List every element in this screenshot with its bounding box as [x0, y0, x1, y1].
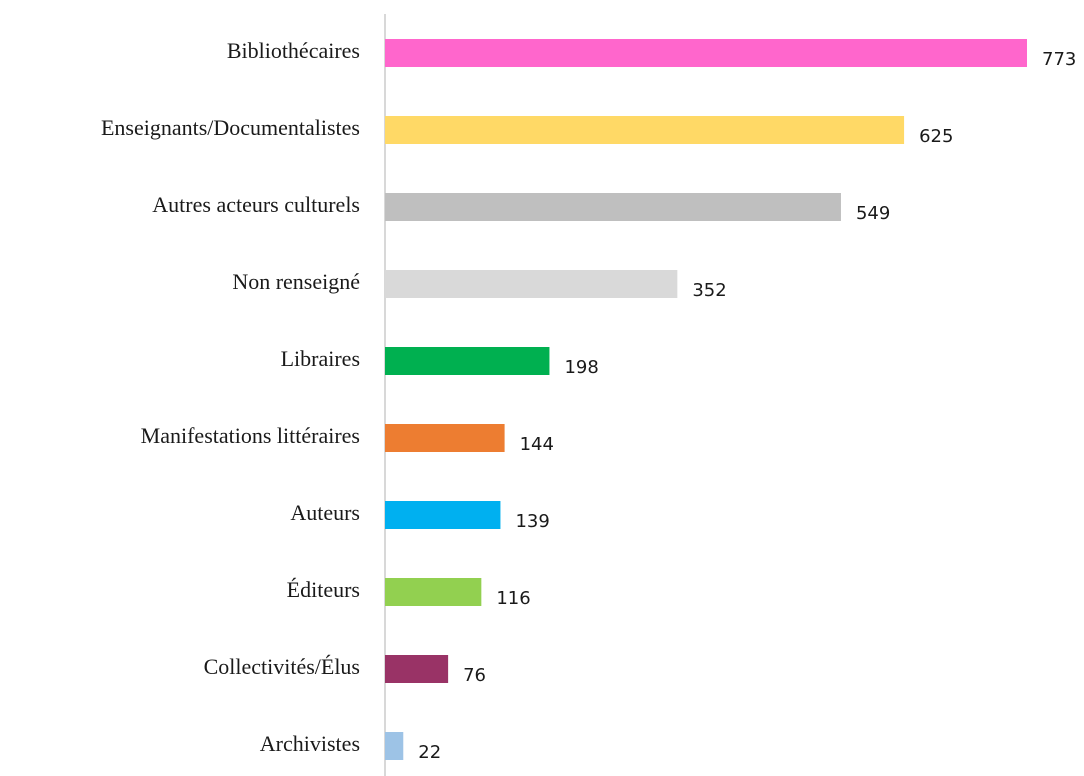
bar [385, 578, 482, 606]
category-label: Non renseigné [232, 269, 360, 294]
value-label: 352 [692, 280, 726, 301]
category-label: Archivistes [260, 731, 360, 756]
value-label: 76 [463, 665, 486, 686]
value-label: 144 [520, 434, 554, 455]
value-label: 773 [1042, 49, 1076, 70]
bar [385, 116, 905, 144]
value-label: 549 [856, 203, 890, 224]
category-label: Bibliothécaires [227, 38, 360, 63]
bar [385, 655, 449, 683]
category-label: Éditeurs [287, 577, 360, 602]
bar [385, 424, 505, 452]
bar [385, 347, 550, 375]
category-label: Auteurs [290, 500, 360, 525]
category-label: Libraires [281, 346, 360, 371]
value-label: 139 [515, 511, 549, 532]
bar [385, 193, 841, 221]
category-label: Collectivités/Élus [204, 654, 360, 679]
bar [385, 732, 404, 760]
category-label: Manifestations littéraires [141, 423, 360, 448]
category-label: Enseignants/Documentalistes [101, 115, 360, 140]
bar [385, 39, 1027, 67]
bar [385, 270, 678, 298]
value-label: 22 [418, 742, 441, 763]
bar [385, 501, 501, 529]
value-label: 625 [919, 126, 953, 147]
category-label: Autres acteurs culturels [152, 192, 360, 217]
value-label: 116 [496, 588, 530, 609]
value-label: 198 [564, 357, 598, 378]
